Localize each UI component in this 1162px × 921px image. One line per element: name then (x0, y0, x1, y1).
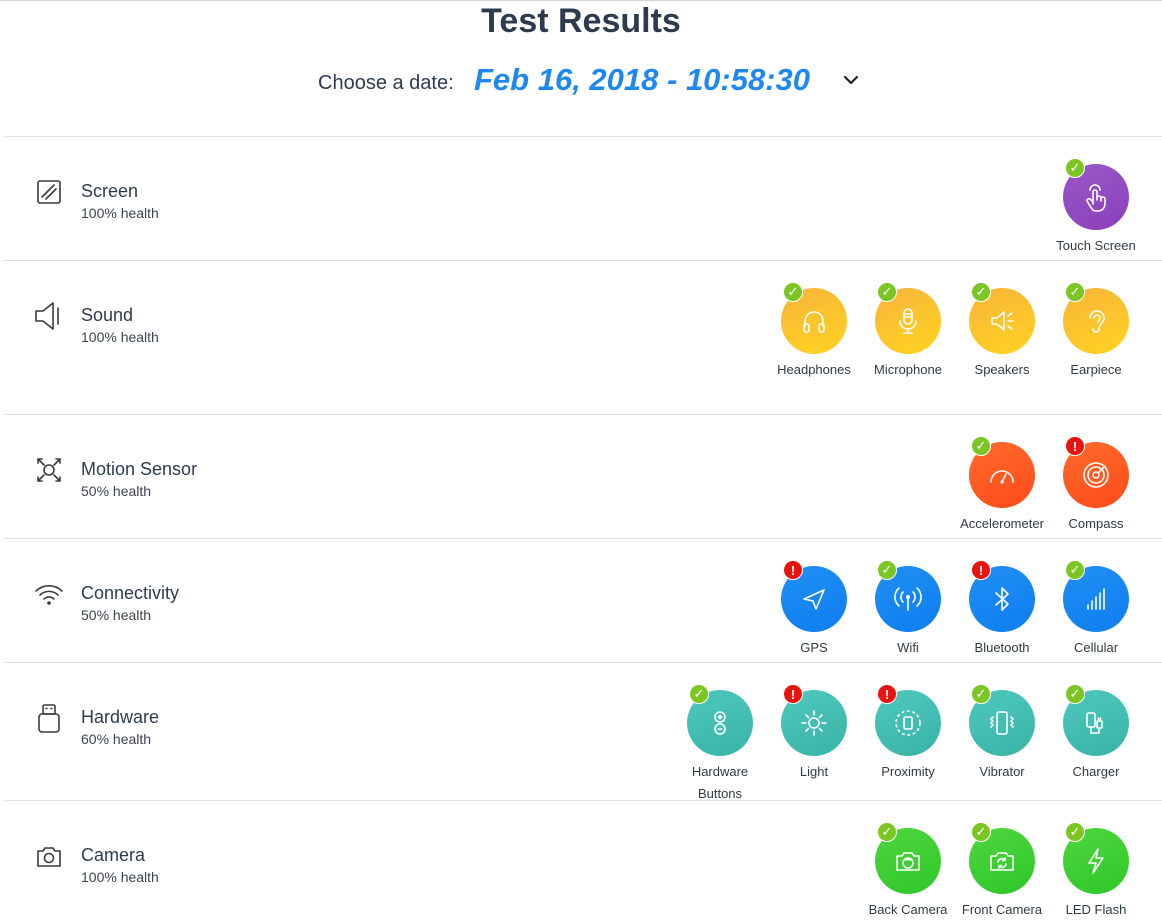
category-motion-sensor: Motion Sensor 50% health ✓ Accelerometer! Co… (4, 414, 1162, 539)
page-title: Test Results (481, 2, 681, 40)
checkmark-icon: ✓ (1065, 684, 1085, 704)
test-label: GPS (800, 640, 828, 655)
checkmark-icon: ✓ (971, 436, 991, 456)
hardware-icon (32, 701, 66, 735)
ear-icon (1079, 304, 1113, 338)
checkmark-icon: ✓ (971, 282, 991, 302)
test-label: Front Camera (961, 902, 1043, 917)
test-label: Hardware Buttons (691, 764, 749, 801)
exclamation-icon: ! (783, 560, 803, 580)
test-label: Proximity (881, 764, 935, 779)
exclamation-icon: ! (971, 560, 991, 580)
test-label: Vibrator (979, 764, 1025, 779)
test-label: LED Flash (1065, 902, 1127, 917)
category-name: Camera (81, 845, 146, 865)
exclamation-icon: ! (877, 684, 897, 704)
category-health: 100% health (81, 205, 159, 221)
exclamation-icon: ! (1065, 436, 1085, 456)
category-name: Screen (81, 181, 139, 201)
back-camera-icon (891, 844, 925, 878)
category-screen: Screen 100% health ✓ Touch Screen (4, 136, 1162, 261)
front-camera-icon (985, 844, 1019, 878)
date-picker[interactable]: Choose a date: Feb 16, 2018 - 10:58:30 (0, 56, 1162, 106)
vibrate-icon (985, 706, 1019, 740)
date-label: Choose a date: (318, 72, 454, 94)
test-label: Accelerometer (960, 516, 1044, 531)
exclamation-icon: ! (783, 684, 803, 704)
checkmark-icon: ✓ (877, 822, 897, 842)
test-button[interactable] (969, 288, 1035, 354)
checkmark-icon: ✓ (971, 822, 991, 842)
checkmark-icon: ✓ (1065, 560, 1085, 580)
screen-icon (32, 175, 66, 209)
checkmark-icon: ✓ (689, 684, 709, 704)
top-divider (0, 0, 1162, 1)
speakers-icon (985, 304, 1019, 338)
chevron-down-icon[interactable] (841, 70, 861, 90)
compass-icon (1079, 458, 1113, 492)
category-health: 100% health (81, 329, 159, 345)
checkmark-icon: ✓ (783, 282, 803, 302)
speaker-icon (32, 299, 66, 333)
touch-icon (1079, 180, 1113, 214)
category-health: 50% health (81, 607, 152, 623)
category-name: Connectivity (81, 583, 180, 603)
test-label: Touch Screen (1056, 238, 1136, 253)
category-camera: Camera 100% health ✓ Back Camera ✓ Front Came… (4, 800, 1162, 921)
antenna-icon (891, 582, 925, 616)
test-label: Light (799, 764, 829, 779)
test-label: Speakers (974, 362, 1030, 377)
checkmark-icon: ✓ (1065, 282, 1085, 302)
date-value[interactable]: Feb 16, 2018 - 10:58:30 (474, 62, 811, 97)
camera-icon (32, 839, 66, 873)
plus-minus-icon (703, 706, 737, 740)
bluetooth-icon (985, 582, 1019, 616)
category-name: Motion Sensor (81, 459, 198, 479)
category-name: Sound (81, 305, 134, 325)
category-sound: Sound 100% health ✓ Headphones ✓ Microphone ✓ S… (4, 260, 1162, 415)
sun-icon (797, 706, 831, 740)
checkmark-icon: ✓ (971, 684, 991, 704)
test-label: Headphones (777, 362, 851, 377)
signal-bars-icon (1079, 582, 1113, 616)
headphones-icon (797, 304, 831, 338)
category-health: 50% health (81, 483, 152, 499)
test-label: Cellular (1073, 640, 1119, 655)
category-connectivity: Connectivity 50% health! GPS ✓ Wifi! Bluetoot… (4, 538, 1162, 663)
checkmark-icon: ✓ (877, 282, 897, 302)
checkmark-icon: ✓ (1065, 822, 1085, 842)
proximity-icon (891, 706, 925, 740)
test-label: Bluetooth (974, 640, 1030, 655)
wifi-icon (32, 577, 66, 611)
test-label: Microphone (874, 362, 942, 377)
charger-icon (1079, 706, 1113, 740)
motion-icon (32, 453, 66, 487)
navigation-icon (797, 582, 831, 616)
gauge-icon (985, 458, 1019, 492)
checkmark-icon: ✓ (877, 560, 897, 580)
category-health: 60% health (81, 731, 152, 747)
category-hardware: Hardware 60% health ✓ Hardware Buttons! Ligh… (4, 662, 1162, 801)
test-label: Earpiece (1070, 362, 1122, 377)
category-health: 100% health (81, 869, 159, 885)
category-name: Hardware (81, 707, 160, 727)
flash-icon (1079, 844, 1113, 878)
test-label: Back Camera (868, 902, 948, 917)
test-label: Charger (1072, 764, 1120, 779)
microphone-icon (891, 304, 925, 338)
test-label: Compass (1068, 516, 1124, 531)
checkmark-icon: ✓ (1065, 158, 1085, 178)
test-label: Wifi (897, 640, 919, 655)
